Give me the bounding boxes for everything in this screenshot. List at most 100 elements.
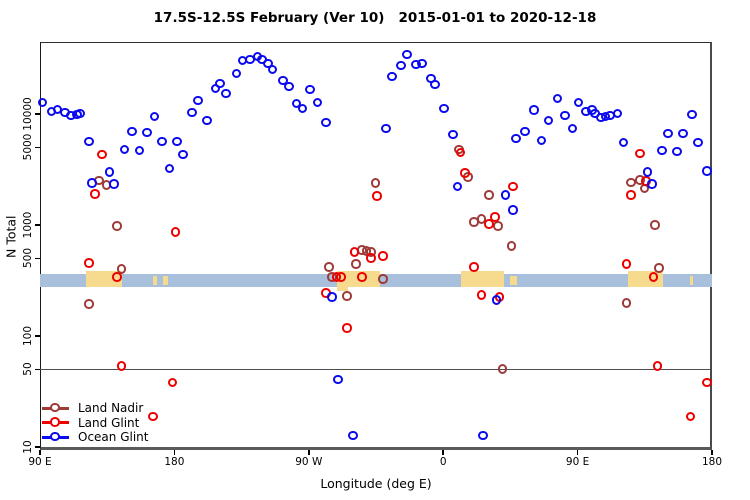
data-point bbox=[478, 430, 488, 441]
x-tick-mark bbox=[711, 450, 713, 455]
data-point bbox=[452, 181, 463, 192]
data-point bbox=[500, 190, 511, 200]
data-point bbox=[119, 144, 130, 155]
legend-item: Land Glint bbox=[42, 416, 148, 431]
data-point bbox=[215, 78, 225, 89]
y-axis-title: N Total bbox=[3, 215, 19, 258]
map-strip-land bbox=[461, 271, 505, 288]
map-strip-land bbox=[337, 287, 348, 291]
data-point bbox=[305, 84, 315, 95]
data-point bbox=[647, 179, 657, 189]
data-point bbox=[321, 117, 331, 128]
data-point bbox=[267, 64, 278, 75]
y-tick-mark bbox=[35, 446, 40, 448]
data-point bbox=[490, 212, 500, 222]
x-tick-label: 180 bbox=[164, 456, 185, 468]
data-point bbox=[536, 135, 546, 146]
data-point bbox=[511, 133, 521, 144]
data-point bbox=[476, 214, 487, 224]
data-point bbox=[297, 103, 308, 114]
data-point bbox=[370, 178, 381, 188]
x-tick-mark bbox=[308, 450, 310, 455]
data-point bbox=[654, 263, 664, 273]
data-point bbox=[469, 262, 479, 272]
data-point bbox=[221, 88, 231, 99]
x-tick-label: 180 bbox=[701, 456, 723, 468]
data-point bbox=[378, 251, 388, 261]
data-point bbox=[702, 377, 712, 388]
data-point bbox=[635, 148, 645, 159]
data-point bbox=[109, 179, 119, 189]
data-point bbox=[560, 110, 570, 121]
data-point bbox=[650, 220, 660, 230]
data-point bbox=[476, 290, 487, 300]
data-point bbox=[84, 258, 94, 268]
data-point bbox=[702, 166, 712, 176]
legend-circle bbox=[50, 402, 60, 413]
y-tick-label: 50 bbox=[22, 362, 34, 377]
data-point bbox=[37, 97, 48, 108]
x-tick-label: 90 W bbox=[295, 456, 323, 468]
data-point bbox=[312, 97, 322, 108]
legend-marker-icon bbox=[42, 417, 69, 428]
data-point bbox=[116, 361, 127, 371]
data-point bbox=[372, 191, 382, 201]
data-point bbox=[324, 262, 334, 272]
data-point bbox=[381, 123, 391, 134]
data-point bbox=[642, 167, 653, 177]
legend-item: Ocean Glint bbox=[42, 430, 148, 445]
data-point bbox=[366, 253, 376, 263]
data-point bbox=[157, 136, 167, 147]
data-point bbox=[134, 145, 145, 156]
x-tick-label: 0 bbox=[439, 456, 447, 468]
x-tick-mark bbox=[39, 450, 41, 455]
y-tick-mark bbox=[35, 368, 40, 371]
data-point bbox=[378, 274, 388, 284]
data-point bbox=[543, 115, 554, 126]
data-point bbox=[618, 137, 629, 148]
data-point bbox=[231, 68, 242, 79]
data-point bbox=[187, 107, 197, 118]
data-point bbox=[552, 93, 563, 104]
data-point bbox=[402, 49, 412, 60]
y-tick-label: 5000 bbox=[22, 134, 34, 161]
data-point bbox=[84, 136, 94, 147]
data-point bbox=[685, 411, 696, 422]
data-point bbox=[336, 272, 346, 282]
data-point bbox=[170, 227, 181, 237]
map-strip-land bbox=[152, 275, 158, 286]
data-point bbox=[116, 264, 127, 274]
y-tick-label: 10 bbox=[22, 440, 34, 454]
data-point bbox=[342, 291, 352, 301]
x-tick-mark bbox=[576, 450, 579, 455]
legend: Land Nadir Land Glint Ocean Glint bbox=[42, 401, 148, 445]
chart-title: 17.5S-12.5S February (Ver 10) 2015-01-01… bbox=[153, 10, 597, 26]
data-point bbox=[349, 247, 360, 257]
data-point bbox=[112, 221, 122, 231]
data-point bbox=[497, 364, 508, 374]
data-point bbox=[396, 60, 406, 71]
y-tick-label: 100 bbox=[22, 325, 34, 347]
y-tick-mark bbox=[35, 224, 40, 226]
data-point bbox=[87, 178, 97, 188]
data-point bbox=[327, 292, 337, 302]
data-point bbox=[142, 127, 152, 138]
x-axis-title: Longitude (deg E) bbox=[320, 476, 432, 491]
data-point bbox=[149, 111, 160, 122]
data-point bbox=[484, 219, 494, 229]
data-point bbox=[333, 374, 343, 385]
y-tick-label: 10000 bbox=[22, 97, 34, 131]
data-point bbox=[127, 126, 137, 137]
x-tick-label: 90 E bbox=[28, 456, 52, 468]
legend-label: Land Nadir bbox=[78, 401, 144, 416]
data-point bbox=[652, 361, 663, 371]
data-point bbox=[648, 272, 658, 282]
data-point bbox=[529, 105, 539, 115]
y-tick-mark bbox=[35, 257, 40, 260]
y-tick-mark bbox=[35, 335, 40, 337]
data-point bbox=[172, 136, 182, 147]
data-point bbox=[167, 377, 178, 388]
data-point bbox=[672, 146, 682, 157]
x-tick-mark bbox=[173, 450, 176, 455]
y-tick-mark bbox=[35, 113, 40, 115]
